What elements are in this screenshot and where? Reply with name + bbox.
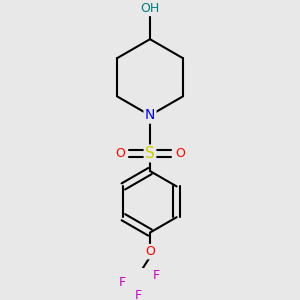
Text: F: F: [152, 268, 159, 282]
Text: F: F: [135, 289, 142, 300]
Text: OH: OH: [140, 2, 160, 15]
Text: F: F: [118, 276, 126, 289]
Text: O: O: [175, 147, 185, 160]
Text: N: N: [145, 108, 155, 122]
Text: S: S: [145, 146, 155, 161]
Text: O: O: [115, 147, 125, 160]
Text: O: O: [145, 245, 155, 258]
